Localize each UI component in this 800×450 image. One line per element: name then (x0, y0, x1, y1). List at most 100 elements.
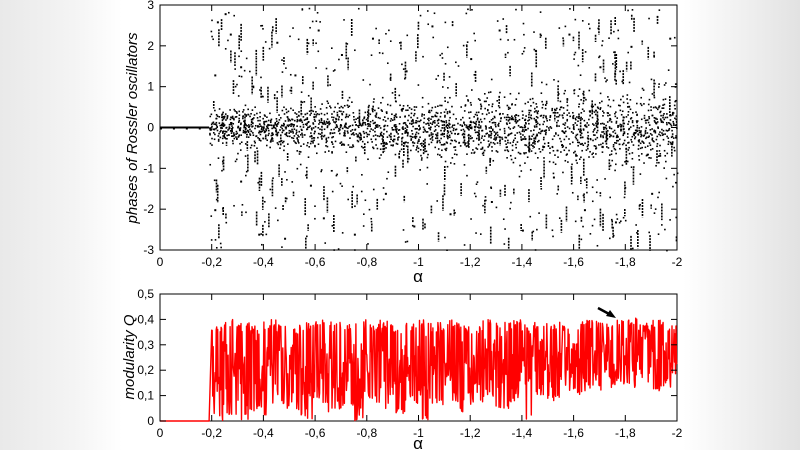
phase-point (517, 124, 520, 127)
phase-key-point (521, 229, 524, 232)
phase-point (517, 120, 519, 122)
phase-point (578, 158, 581, 161)
phase-point (604, 77, 606, 79)
phase-point (629, 108, 632, 111)
phase-point (369, 83, 371, 86)
phase-point (543, 157, 545, 159)
phase-point (302, 116, 305, 118)
phase-point (591, 123, 594, 125)
phase-point (578, 103, 581, 106)
phase-point (226, 115, 229, 117)
phase-point (224, 48, 227, 50)
phase-point (572, 127, 575, 130)
phase-point (314, 125, 317, 128)
phase-point (219, 136, 222, 139)
phase-point (462, 44, 465, 47)
phase-point (368, 208, 371, 211)
phase-point (539, 11, 542, 13)
phase-point (301, 101, 304, 104)
phase-point (638, 129, 640, 132)
phase-point (477, 143, 480, 146)
phase-point (231, 135, 233, 138)
phase-point (239, 142, 241, 145)
phase-point (667, 143, 670, 146)
phase-point (534, 152, 537, 155)
phase-point (530, 114, 532, 117)
phase-point (482, 204, 484, 207)
phase-point (295, 133, 297, 135)
phase-point (384, 120, 387, 122)
phase-point (366, 127, 369, 130)
phase-point (378, 135, 381, 138)
phase-point (349, 146, 351, 148)
phase-point (282, 129, 285, 132)
phase-point (300, 145, 302, 147)
phase-point (613, 129, 616, 132)
phase-point (361, 174, 363, 176)
phase-point (408, 114, 410, 117)
phase-point (675, 118, 677, 121)
phase-point (507, 150, 510, 153)
phase-point (658, 83, 660, 85)
phase-point (346, 130, 349, 133)
phase-point (440, 119, 443, 122)
phase-point (267, 127, 269, 130)
phase-point (510, 115, 513, 118)
phase-point (593, 129, 595, 131)
phase-point (650, 106, 652, 108)
phase-point (228, 126, 231, 128)
phase-point (647, 153, 649, 156)
phase-point (275, 118, 278, 120)
phase-point (512, 161, 515, 164)
phase-point (336, 111, 339, 114)
phase-point (566, 101, 568, 103)
phase-point (267, 134, 270, 137)
phase-point (511, 117, 514, 119)
phase-point (475, 120, 478, 123)
phase-point (476, 148, 479, 150)
phase-point (383, 128, 385, 131)
phase-point (468, 111, 470, 114)
phase-point (611, 159, 614, 162)
phase-point (398, 129, 401, 131)
phase-point (450, 132, 453, 135)
phase-point (577, 95, 580, 97)
phase-point (631, 141, 633, 143)
phase-point (421, 113, 424, 116)
phase-point (618, 143, 621, 146)
phase-point (637, 133, 639, 135)
phase-point (406, 126, 409, 128)
phase-point (671, 135, 674, 138)
phase-key-point (160, 127, 162, 130)
phase-point (314, 205, 316, 207)
phase-point (428, 109, 431, 112)
phase-point (488, 104, 490, 106)
phase-point (610, 134, 612, 137)
phase-point (387, 117, 389, 120)
phase-point (341, 112, 343, 115)
phase-point (521, 117, 524, 120)
phase-point (360, 136, 362, 139)
phase-point (628, 81, 631, 84)
phase-point (256, 117, 259, 119)
phase-point (523, 130, 526, 133)
phase-point (561, 146, 564, 149)
phase-point (664, 133, 666, 135)
phase-point (481, 146, 484, 149)
phase-point (427, 23, 430, 26)
phase-point (258, 125, 260, 128)
phase-point (655, 164, 657, 167)
phase-point (565, 130, 567, 133)
phase-point (313, 113, 316, 116)
phase-point (645, 136, 648, 139)
phase-point (378, 52, 381, 54)
phase-point (428, 127, 430, 130)
phase-point (537, 122, 539, 125)
phase-point (558, 125, 560, 127)
phase-point (407, 131, 409, 134)
phase-point (523, 47, 526, 49)
phase-point (338, 127, 340, 130)
phase-point (476, 114, 479, 117)
phase-point (410, 120, 413, 122)
phase-point (280, 124, 283, 127)
